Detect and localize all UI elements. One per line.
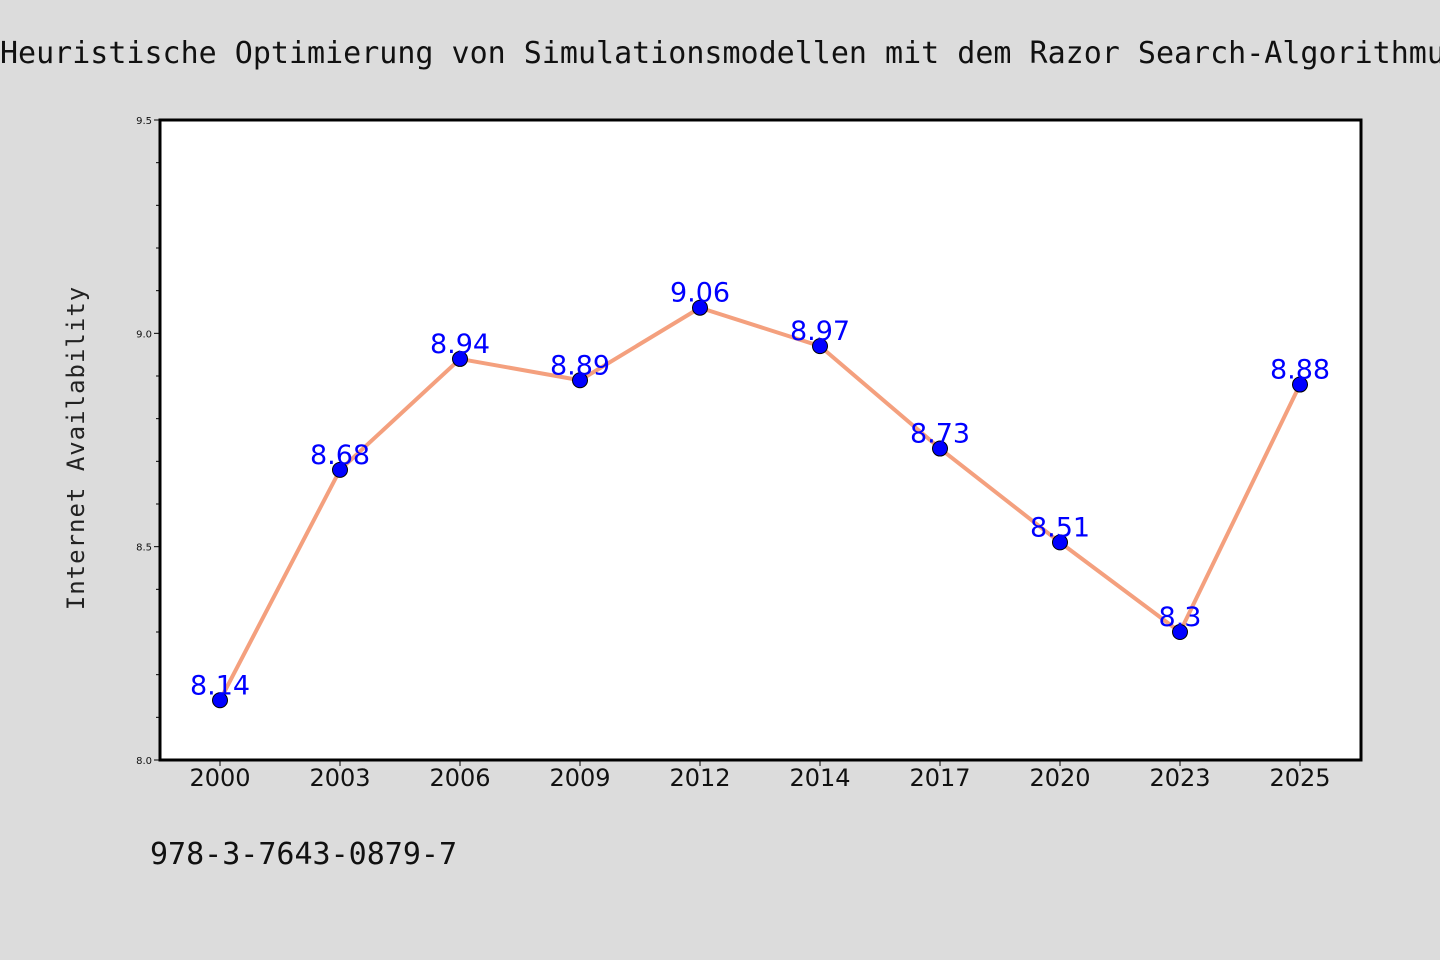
data-point <box>692 299 708 316</box>
data-point <box>1292 376 1308 393</box>
series-line <box>218 305 1302 703</box>
data-point <box>452 350 468 367</box>
x-tick-label: 2025 <box>1269 764 1330 792</box>
y-tick-label: 8.5 <box>136 543 152 554</box>
data-point <box>932 440 948 457</box>
data-label: 8.94 <box>430 329 490 360</box>
y-tick-label: 9.0 <box>136 329 152 340</box>
data-point <box>572 372 588 389</box>
x-tick-label: 2006 <box>429 764 490 792</box>
y-axis-label: Internet Availability <box>62 286 90 610</box>
x-axis-ticks: 2000 2003 2006 2009 2012 2014 2017 2020 2023 2025 <box>189 760 1331 792</box>
data-point <box>1052 534 1068 551</box>
data-label: 8.51 <box>1030 512 1090 543</box>
series-layer: 8.14 8.68 8.94 8.89 9.06 8.97 8.73 8.51 8.3 8.88 <box>190 278 1330 709</box>
x-tick-label: 2009 <box>549 764 610 792</box>
data-label: 9.06 <box>670 278 730 309</box>
data-label: 8.3 <box>1159 602 1202 633</box>
data-label: 8.89 <box>550 350 610 381</box>
data-label: 8.88 <box>1270 355 1330 386</box>
data-label: 8.73 <box>910 419 970 450</box>
data-point <box>212 692 228 709</box>
y-tick-label: 8.0 <box>136 756 152 767</box>
isbn-text: 978-3-7643-0879-7 <box>150 837 457 872</box>
data-label: 8.68 <box>310 440 370 471</box>
plot-area <box>158 118 1363 762</box>
y-tick-label: 9.5 <box>136 116 152 127</box>
x-tick-label: 2000 <box>189 764 250 792</box>
x-tick-label: 2020 <box>1029 764 1090 792</box>
x-tick-label: 2023 <box>1149 764 1210 792</box>
data-point <box>812 338 828 355</box>
x-tick-label: 2003 <box>309 764 370 792</box>
x-tick-label: 2014 <box>789 764 850 792</box>
data-label: 8.97 <box>790 316 850 347</box>
x-tick-label: 2017 <box>909 764 970 792</box>
y-axis-ticks: 8.0 8.5 9.0 9.5 <box>136 116 160 767</box>
data-label: 8.14 <box>190 670 250 701</box>
x-tick-label: 2012 <box>669 764 730 792</box>
data-point <box>332 461 348 478</box>
chart-title: Heuristische Optimierung von Simulations… <box>0 36 1440 71</box>
data-point <box>1172 624 1188 640</box>
